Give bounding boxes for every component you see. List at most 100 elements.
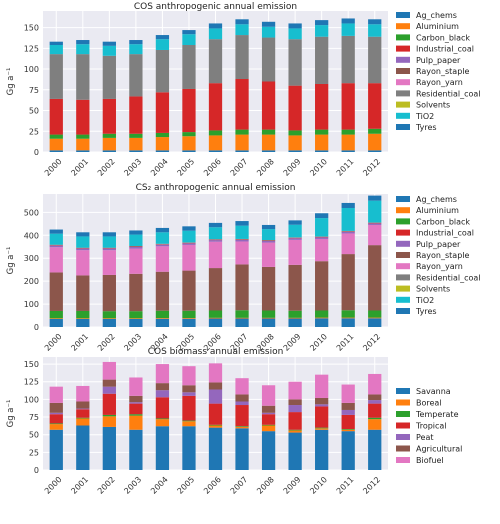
bar-segment-temperate [155, 418, 170, 420]
bar-segment-rayon-yarn [235, 241, 249, 265]
bar-segment-tyres [76, 150, 90, 152]
bar-segment-carbon-black [49, 134, 63, 139]
bar-segment-carbon-black [76, 310, 90, 319]
legend-swatch-aluminium [396, 207, 410, 214]
bar-segment-temperate [49, 423, 63, 425]
bar-segment-carbon-black [182, 310, 196, 319]
bar-segment-tyres [49, 318, 63, 327]
bar-segment-pulp-paper [341, 231, 355, 234]
bar-segment-tio2 [261, 229, 276, 241]
bar-segment-pulp-paper [49, 245, 63, 248]
bar-segment-aluminium [49, 318, 63, 319]
bar-segment-boreal [261, 425, 276, 432]
bar-segment-savanna [208, 427, 223, 470]
bar-segment-rayon-staple [155, 271, 170, 311]
bar-segment-aluminium [288, 317, 302, 319]
x-tick-label: 2004 [149, 157, 170, 178]
bar-segment-aluminium [235, 134, 249, 151]
bar-segment-tio2 [155, 39, 170, 50]
legend-label: Carbon_black [416, 217, 470, 226]
bar-segment-residential-coal [288, 39, 302, 86]
x-tick-label: 2006 [202, 157, 223, 178]
bar-segment-aluminium [261, 317, 276, 319]
bar-segment-residential-coal [49, 54, 63, 99]
bar-segment-peat [315, 404, 329, 407]
bar-segment-rayon-yarn [129, 248, 143, 274]
bar-segment-biofuel [102, 361, 116, 380]
y-axis-label: Gg a⁻¹ [6, 68, 16, 96]
legend-label: Agricultural [416, 445, 462, 454]
bar-segment-tyres [182, 318, 196, 327]
legend-swatch-temperate [396, 411, 410, 417]
bar-segment-tyres [341, 150, 355, 152]
bar-segment-carbon-black [288, 130, 302, 136]
bar-segment-savanna [341, 431, 355, 470]
x-tick-label: 2012 [361, 157, 382, 178]
bar-segment-aluminium [341, 317, 355, 319]
bar-segment-carbon-black [341, 129, 355, 135]
bar-segment-industrial-coal [368, 83, 382, 129]
x-tick-label: 2008 [255, 157, 276, 178]
bar-segment-industrial-coal [129, 96, 143, 134]
legend-label: Peat [416, 433, 434, 442]
legend-label: Aluminium [416, 206, 459, 215]
x-tick-label: 2005 [176, 157, 197, 178]
legend-swatch-tio2 [396, 112, 410, 119]
y-tick-label: 75 [29, 413, 39, 422]
x-tick-label: 2011 [335, 475, 356, 496]
bar-segment-rayon-staple [102, 274, 116, 312]
bar-segment-tyres [102, 318, 116, 327]
bar-segment-peat [368, 400, 382, 404]
bar-segment-carbon-black [49, 310, 63, 319]
bar-segment-biofuel [182, 366, 196, 386]
bar-segment-temperate [235, 426, 249, 427]
bar-segment-carbon-black [341, 310, 355, 318]
legend-label: Boreal [416, 399, 442, 408]
bar-segment-carbon-black [76, 134, 90, 139]
legend-label: Carbon_black [416, 33, 470, 42]
bar-segment-savanna [368, 429, 382, 470]
bar-segment-tio2 [208, 227, 223, 240]
legend-swatch-rayon-yarn [396, 79, 410, 86]
bar-segment-residential-coal [235, 35, 249, 80]
bar-segment-aluminium [368, 317, 382, 319]
bar-segment-pulp-paper [76, 248, 90, 251]
bar-segment-temperate [182, 420, 196, 422]
x-tick-label: 2003 [122, 157, 143, 178]
bar-segment-ag-chems [315, 213, 329, 219]
bar-segment-biofuel [76, 385, 90, 402]
legend-swatch-residential-coal [396, 90, 410, 97]
bar-segment-tio2 [102, 236, 116, 248]
legend-label: Tyres [415, 307, 437, 316]
bar-segment-rayon-yarn [288, 239, 302, 265]
bar-segment-tyres [102, 150, 116, 152]
x-tick-label: 2001 [69, 157, 90, 178]
bar-segment-agricultural [76, 401, 90, 409]
bar-segment-biofuel [155, 364, 170, 384]
bar-segment-residential-coal [208, 39, 223, 84]
bar-segment-rayon-staple [208, 268, 223, 311]
bar-segment-agricultural [208, 382, 223, 390]
bar-segment-ag-chems [102, 232, 116, 237]
bar-segment-peat [102, 386, 116, 394]
x-tick-label: 2007 [229, 157, 250, 178]
y-tick-label: 50 [29, 431, 39, 440]
bar-segment-agricultural [341, 402, 355, 410]
legend-label: Solvents [416, 101, 450, 110]
bar-segment-tropical [235, 405, 249, 427]
y-tick-label: 100 [24, 395, 39, 404]
bar-segment-tropical [368, 403, 382, 418]
bar-segment-tio2 [182, 230, 196, 243]
bar-segment-ag-chems [155, 35, 170, 40]
bar-segment-ag-chems [261, 224, 276, 230]
bar-segment-ag-chems [208, 23, 223, 29]
bar-segment-biofuel [341, 384, 355, 403]
bar-segment-tio2 [129, 234, 143, 247]
y-tick-label: 75 [29, 86, 39, 95]
x-tick-label: 2001 [69, 475, 90, 496]
bar-segment-rayon-yarn [315, 238, 329, 262]
bar-segment-agricultural [182, 385, 196, 393]
bar-segment-carbon-black [261, 310, 276, 318]
bar-segment-industrial-coal [155, 92, 170, 133]
